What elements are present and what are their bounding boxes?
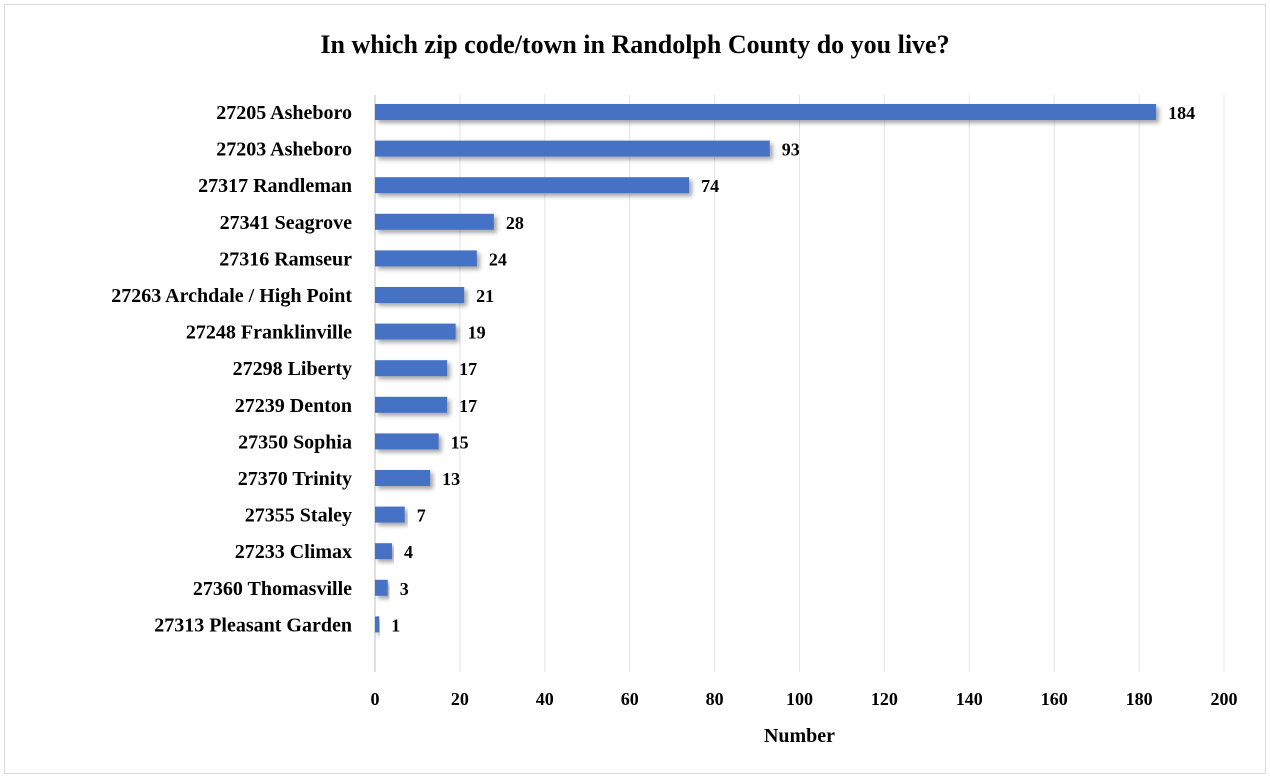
bar	[375, 396, 448, 413]
category-label: 27298 Liberty	[233, 358, 352, 380]
x-tick-label: 60	[621, 689, 639, 709]
category-label: 27263 Archdale / High Point	[111, 285, 352, 307]
category-label: 27317 Randleman	[198, 175, 352, 197]
bar	[375, 213, 494, 230]
category-label: 27360 Thomasville	[193, 578, 352, 600]
category-label: 27203 Asheboro	[216, 139, 352, 161]
bar	[375, 360, 448, 377]
data-label: 93	[782, 140, 800, 160]
bar	[375, 140, 770, 157]
bar	[375, 287, 465, 303]
x-tick-label: 140	[956, 689, 983, 709]
x-axis-title: Number	[764, 725, 835, 747]
data-label: 7	[417, 506, 426, 526]
bar	[375, 506, 405, 523]
data-label: 15	[451, 432, 469, 452]
chart-frame	[4, 4, 1266, 774]
labels: 0 20 40 60 80 100 120 140 160 180 200 27205 Ashebor…	[111, 102, 1237, 709]
data-label: 184	[1168, 103, 1195, 123]
bar	[375, 104, 1157, 120]
category-label: 27355 Staley	[245, 505, 352, 527]
chart-title: In which zip code/town in Randolph Count…	[320, 30, 950, 59]
category-label: 27341 Seagrove	[220, 212, 353, 234]
x-tick-label: 80	[706, 689, 724, 709]
data-label: 17	[459, 396, 477, 416]
x-tick-label: 180	[1126, 689, 1153, 709]
bar	[375, 323, 456, 340]
data-label: 21	[476, 286, 494, 306]
category-label: 27239 Denton	[235, 395, 352, 417]
x-tick-label: 0	[371, 689, 380, 709]
bar	[375, 579, 388, 596]
category-label: 27370 Trinity	[238, 468, 352, 490]
x-tick-label: 100	[786, 689, 813, 709]
bar	[375, 433, 439, 450]
category-label: 27233 Climax	[235, 541, 352, 563]
bar	[375, 616, 380, 633]
x-tick-label: 160	[1041, 689, 1068, 709]
data-label: 74	[701, 176, 719, 196]
category-label: 27313 Pleasant Garden	[154, 614, 352, 636]
bar	[375, 250, 477, 267]
bars	[375, 104, 1157, 633]
category-label: 27205 Asheboro	[216, 102, 352, 124]
data-label: 3	[400, 579, 409, 599]
data-label: 28	[506, 213, 524, 233]
data-label: 24	[489, 249, 507, 269]
bar	[375, 543, 392, 560]
category-label: 27350 Sophia	[238, 431, 352, 453]
data-label: 1	[391, 615, 400, 635]
x-tick-label: 120	[871, 689, 898, 709]
category-label: 27316 Ramseur	[219, 248, 352, 270]
bar	[375, 177, 690, 194]
gridlines	[374, 95, 1225, 672]
data-label: 4	[404, 542, 413, 562]
data-label: 17	[459, 359, 477, 379]
x-tick-label: 200	[1211, 689, 1238, 709]
category-label: 27248 Franklinville	[186, 322, 352, 344]
data-label: 13	[442, 469, 460, 489]
data-label: 19	[468, 323, 486, 343]
x-tick-label: 20	[451, 689, 469, 709]
x-tick-label: 40	[536, 689, 554, 709]
bar	[375, 470, 431, 486]
